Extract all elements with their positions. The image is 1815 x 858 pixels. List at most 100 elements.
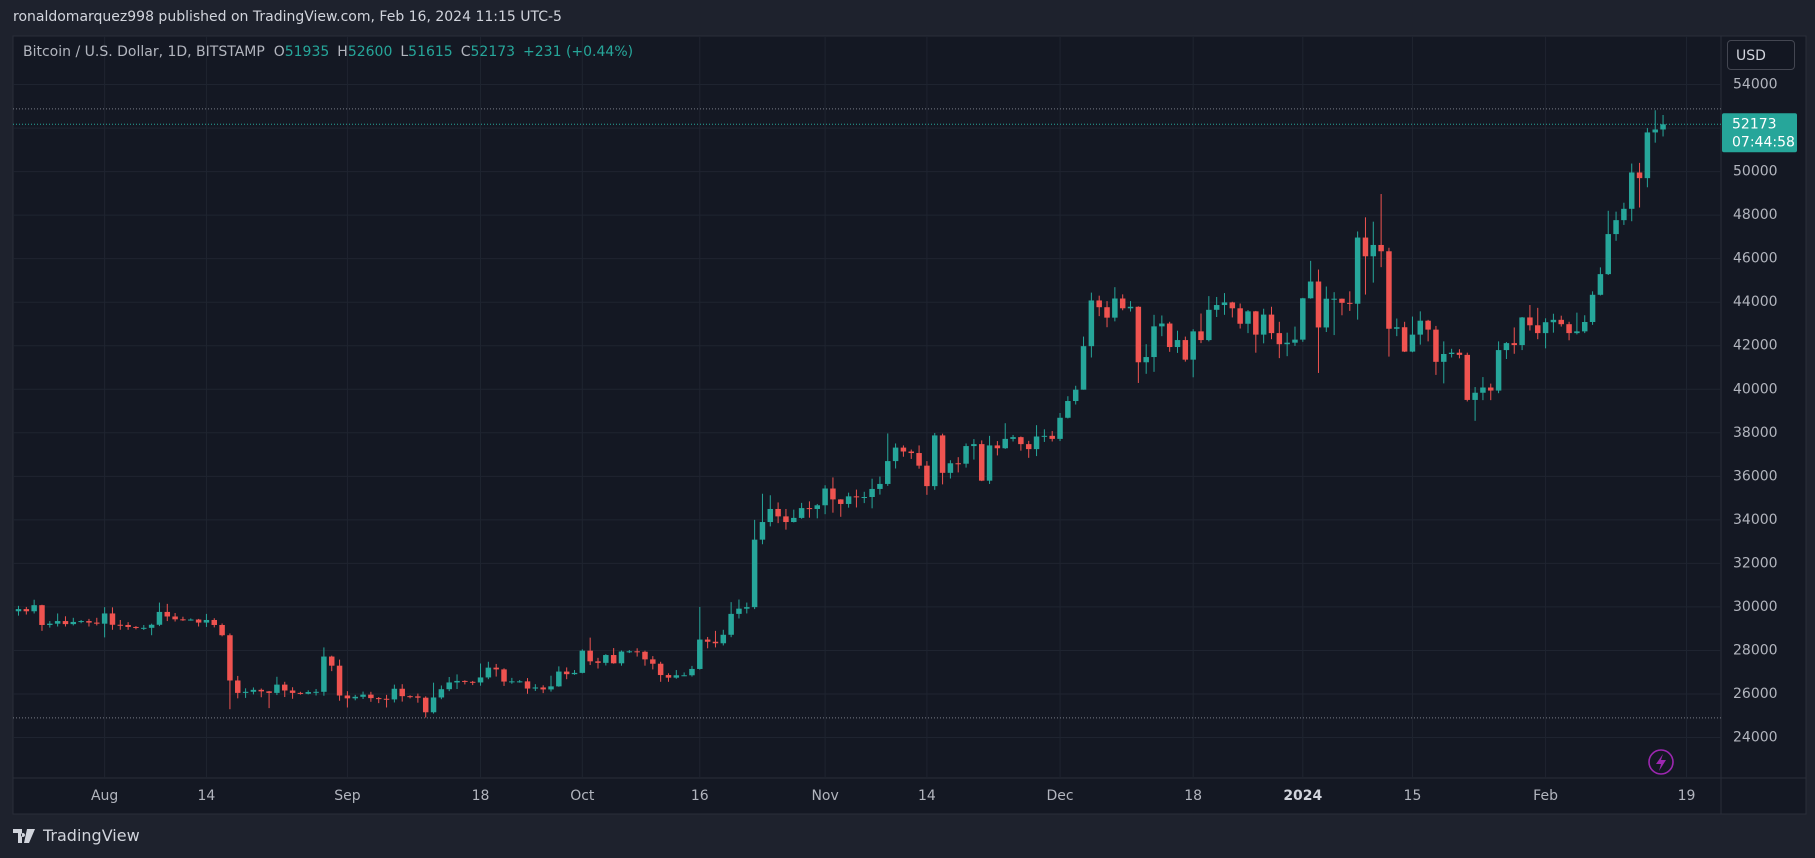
candle-body [1636, 172, 1643, 179]
x-tick-label: 14 [918, 788, 936, 804]
published-line: ronaldomarquez998 published on TradingVi… [13, 9, 562, 25]
x-tick-label: 19 [1678, 788, 1696, 804]
candle-body [908, 451, 914, 454]
currency-button[interactable]: USD [1727, 40, 1795, 70]
candle-body [446, 682, 452, 690]
candle-body [1018, 437, 1024, 445]
candle-body [1417, 320, 1424, 335]
candle-body [1245, 311, 1251, 324]
candle-body [1503, 343, 1510, 351]
candle-body [282, 684, 288, 691]
candle-body [556, 671, 562, 687]
candle-body [1644, 132, 1651, 179]
candle-body [1527, 317, 1533, 326]
candle-body [971, 444, 977, 447]
lightning-icon[interactable] [1648, 749, 1674, 775]
candle-body [242, 691, 249, 693]
candle-body [54, 621, 61, 624]
candle-body [1597, 274, 1604, 295]
candle-body [767, 508, 774, 523]
candle-body [328, 656, 335, 666]
candle-body [885, 461, 891, 484]
candle-body [1135, 306, 1142, 363]
candle-body [697, 639, 703, 669]
candle-body [1581, 322, 1588, 332]
y-tick-label: 36000 [1733, 468, 1778, 484]
candle-body [994, 445, 1001, 449]
candle-body [791, 517, 797, 523]
candle-body [1057, 417, 1063, 439]
candle-body [78, 621, 84, 623]
candle-body [1456, 352, 1463, 355]
candle-body [689, 668, 695, 676]
y-tick-label: 34000 [1733, 512, 1778, 528]
candle-body [1284, 342, 1290, 345]
candle-body [219, 624, 225, 636]
candle-body [861, 497, 867, 499]
candle-body [775, 508, 781, 517]
candle-body [1072, 389, 1079, 402]
logo [13, 828, 35, 843]
candle-body [924, 465, 930, 487]
price-tag [1722, 113, 1797, 153]
candle-body [736, 608, 742, 614]
ohlc-value: 52173 [470, 44, 516, 60]
candle-body [1589, 294, 1596, 323]
candle-body [454, 680, 460, 683]
candle-body [892, 447, 899, 462]
candle-body [1386, 251, 1392, 329]
candle-body [634, 651, 640, 653]
candle-body [391, 688, 398, 700]
candle-body [642, 651, 648, 660]
candle-body [877, 483, 883, 489]
candle-body [86, 621, 92, 623]
candle-body [650, 659, 656, 664]
candle-body [978, 444, 985, 481]
candle-body [1378, 244, 1384, 252]
candle-body [383, 698, 390, 700]
candle-body [759, 522, 766, 540]
candle-body [1300, 298, 1306, 340]
candle-body [509, 681, 515, 683]
y-tick-label: 44000 [1733, 294, 1778, 310]
candle-body [352, 696, 358, 699]
candle-body [830, 488, 836, 500]
candle-body [516, 681, 523, 683]
candle-body [610, 655, 617, 664]
candle-body [1472, 392, 1478, 400]
x-tick-label: 14 [198, 788, 216, 804]
candle-body [1213, 305, 1220, 310]
candle-body [31, 605, 37, 612]
y-tick-label: 24000 [1733, 730, 1778, 746]
x-tick-label: 2024 [1283, 788, 1322, 804]
candle-body [1182, 340, 1189, 360]
candle-body [188, 619, 194, 621]
candle-body [195, 619, 202, 623]
candle-body [258, 689, 264, 692]
candle-body [1511, 343, 1517, 346]
candle-body [70, 621, 77, 625]
candle-body [845, 496, 852, 504]
y-tick-label: 46000 [1733, 251, 1778, 267]
candle-body [1370, 244, 1377, 257]
candle-body [1519, 317, 1525, 346]
candle-body [587, 650, 593, 662]
candle-body [1002, 438, 1008, 449]
candle-body [313, 691, 319, 693]
x-tick-label: Sep [334, 788, 361, 804]
candle-body [1049, 435, 1055, 439]
candle-body [798, 508, 805, 518]
x-tick-label: 16 [691, 788, 709, 804]
candle-body [1112, 298, 1118, 318]
candle-body [939, 435, 946, 473]
x-tick-label: 18 [472, 788, 490, 804]
candle-body [430, 697, 437, 713]
candle-body [626, 651, 633, 653]
candle-body [1174, 340, 1181, 348]
candle-body [1221, 302, 1228, 306]
candle-body [94, 622, 100, 624]
candle-body [235, 680, 241, 693]
y-tick-label: 28000 [1733, 642, 1778, 658]
candle-body [1229, 302, 1236, 309]
candle-body [109, 613, 116, 625]
